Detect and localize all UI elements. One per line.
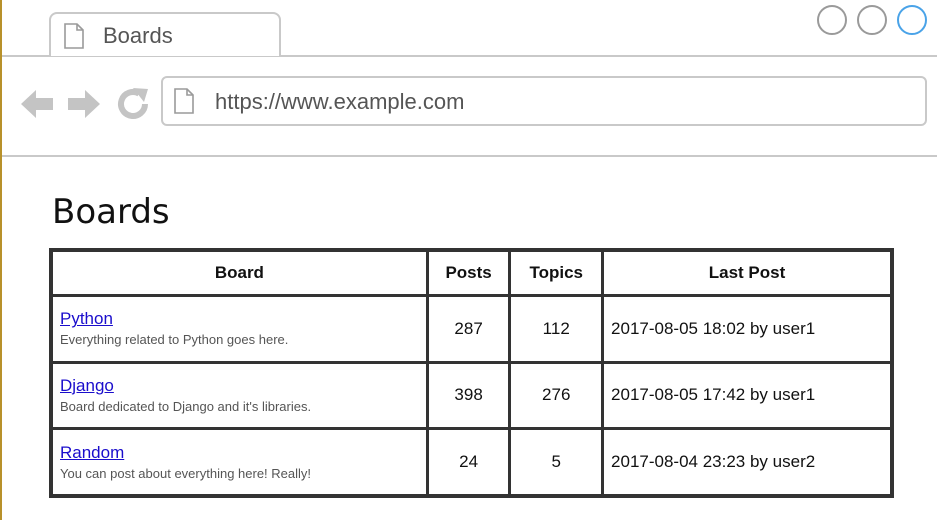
board-link-django[interactable]: Django <box>60 375 114 395</box>
topics-count: 5 <box>510 429 603 495</box>
page-title: Boards <box>52 192 170 232</box>
forward-arrow-icon[interactable] <box>66 86 102 122</box>
address-bar[interactable]: https://www.example.com <box>161 76 927 126</box>
browser-chrome: Boards https://www.example.com <box>2 0 937 157</box>
topics-count: 276 <box>510 362 603 429</box>
tab-strip-divider <box>2 55 937 57</box>
browser-tab[interactable]: Boards <box>49 12 281 56</box>
back-arrow-icon[interactable] <box>19 86 55 122</box>
board-cell: Random You can post about everything her… <box>52 429 427 495</box>
board-link-random[interactable]: Random <box>60 442 125 462</box>
table-row: Django Board dedicated to Django and it'… <box>52 362 891 429</box>
board-description: You can post about everything here! Real… <box>60 465 312 481</box>
last-post: 2017-08-05 17:42 by user1 <box>603 362 891 429</box>
header-posts: Posts <box>427 251 510 295</box>
page-icon <box>64 23 84 49</box>
header-board: Board <box>52 251 427 295</box>
table-row: Random You can post about everything her… <box>52 429 891 495</box>
posts-count: 287 <box>427 296 510 362</box>
topics-count: 112 <box>510 296 603 362</box>
url-text[interactable]: https://www.example.com <box>215 89 465 114</box>
close-button[interactable] <box>897 5 927 35</box>
board-cell: Django Board dedicated to Django and it'… <box>52 362 427 429</box>
board-cell: Python Everything related to Python goes… <box>52 296 427 362</box>
last-post: 2017-08-04 23:23 by user2 <box>603 429 891 495</box>
last-post: 2017-08-05 18:02 by user1 <box>603 296 891 362</box>
table-row: Python Everything related to Python goes… <box>52 296 891 362</box>
board-description: Everything related to Python goes here. <box>60 332 289 348</box>
minimize-button[interactable] <box>817 5 847 35</box>
window-edge <box>0 0 2 520</box>
posts-count: 24 <box>427 429 510 495</box>
posts-count: 398 <box>427 362 510 429</box>
reload-icon[interactable] <box>115 86 151 122</box>
table-header-row: Board Posts Topics Last Post <box>52 251 891 295</box>
page-icon <box>174 88 194 114</box>
board-link-python[interactable]: Python <box>60 309 113 329</box>
window-controls <box>817 5 935 37</box>
tab-title: Boards <box>103 23 173 48</box>
header-last-post: Last Post <box>603 251 891 295</box>
board-description: Board dedicated to Django and it's libra… <box>60 398 312 414</box>
header-topics: Topics <box>510 251 603 295</box>
boards-table: Board Posts Topics Last Post Python Ever… <box>49 248 894 498</box>
maximize-button[interactable] <box>857 5 887 35</box>
